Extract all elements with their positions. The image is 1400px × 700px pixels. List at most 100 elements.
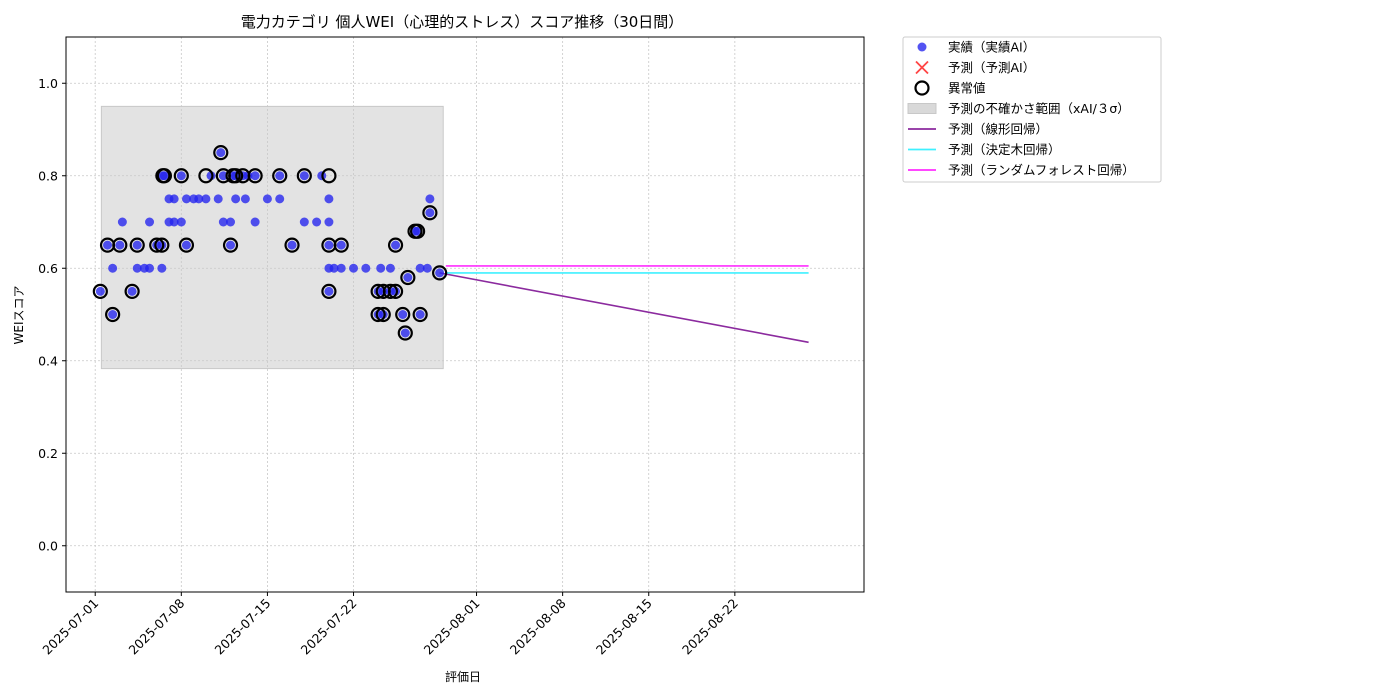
prediction-line-layer	[439, 265, 809, 344]
actual-point	[287, 240, 297, 250]
y-tick-label: 0.0	[38, 538, 58, 553]
anomaly-ring	[129, 237, 145, 253]
actual-point	[324, 194, 334, 204]
y-tick-label: 0.2	[38, 446, 58, 461]
uncertainty-band	[100, 105, 444, 370]
legend-label-uncertainty: 予測の不確かさ範囲（xAI/３σ）	[948, 101, 1130, 116]
actual-point	[435, 268, 445, 278]
actual-point	[324, 286, 334, 296]
y-axis-label: WEIスコア	[12, 286, 26, 345]
anomaly-ring	[247, 168, 263, 184]
actual-point	[415, 263, 425, 273]
actual-point	[117, 217, 127, 227]
actual-point	[216, 148, 226, 158]
x-tick-label: 2025-07-22	[298, 596, 360, 658]
anomaly-ring	[382, 283, 399, 299]
actual-point	[376, 263, 386, 273]
anomaly-ring	[154, 237, 170, 253]
actual-point	[312, 217, 322, 227]
actual-point	[324, 240, 334, 250]
actual-point	[176, 171, 186, 181]
actual-point	[391, 286, 401, 296]
anomaly-ring	[333, 237, 349, 253]
anomaly-ring	[105, 306, 121, 323]
actual-point	[213, 194, 223, 204]
x-tick-label: 2025-07-01	[39, 596, 101, 658]
anomaly-ring	[284, 237, 300, 253]
x-tick-label: 2025-08-01	[421, 596, 483, 658]
actual-point	[226, 217, 236, 227]
actual-point	[159, 171, 169, 181]
x-tick-label: 2025-08-15	[593, 596, 655, 658]
actual-point	[336, 263, 346, 273]
actual-point	[425, 208, 435, 218]
actual-point	[157, 263, 167, 273]
x-tick-label: 2025-08-08	[507, 595, 569, 657]
actual-point	[336, 240, 346, 250]
actual-point	[231, 194, 241, 204]
x-tick-label: 2025-07-08	[125, 595, 187, 657]
anomaly-ring	[387, 283, 404, 299]
y-axis-ticks: 0.0 0.2 0.4 0.6 0.8 1.0	[38, 76, 66, 553]
uncertainty-band-layer	[100, 105, 444, 370]
anomaly-ring	[173, 168, 189, 184]
actual-point	[157, 240, 167, 250]
anomaly-ring-layer	[92, 145, 448, 341]
actual-point	[240, 194, 250, 204]
y-tick-label: 0.6	[38, 261, 58, 276]
actual-point	[250, 217, 260, 227]
actual-point	[422, 263, 432, 273]
anomaly-ring	[412, 306, 428, 323]
anomaly-ring	[321, 283, 337, 299]
actual-point	[108, 310, 118, 319]
actual-point	[385, 263, 395, 273]
anomaly-ring	[112, 237, 128, 253]
legend-ring-icon	[914, 80, 930, 96]
actual-point-layer	[95, 148, 445, 338]
actual-point	[391, 240, 401, 250]
actual-point	[413, 226, 423, 236]
actual-point	[103, 240, 113, 250]
actual-point	[218, 217, 228, 227]
legend-box	[902, 36, 1162, 183]
legend-cross-icon	[915, 60, 929, 75]
legend-dot-icon	[917, 42, 927, 52]
anomaly-ring	[213, 145, 229, 161]
actual-point	[299, 171, 309, 181]
actual-point	[181, 240, 191, 250]
actual-point	[250, 171, 260, 181]
actual-point	[218, 171, 228, 181]
actual-point	[169, 194, 179, 204]
actual-point	[415, 310, 425, 319]
legend-label-linear: 予測（線形回帰）	[948, 122, 1048, 137]
actual-point	[169, 217, 179, 227]
actual-point	[329, 263, 339, 273]
actual-point	[201, 194, 211, 204]
legend-band-icon	[907, 103, 937, 114]
prediction-line-linear	[439, 272, 809, 344]
anomaly-ring	[156, 168, 173, 184]
anomaly-ring	[422, 205, 438, 221]
actual-point	[403, 273, 413, 282]
legend-label-predicted: 予測（予測AI）	[948, 60, 1035, 75]
legend-label-actual: 実績（実績AI）	[948, 40, 1035, 55]
anomaly-ring	[375, 306, 391, 323]
y-tick-label: 0.4	[38, 353, 58, 368]
actual-point	[275, 194, 285, 204]
actual-point	[398, 310, 408, 319]
actual-point	[115, 240, 125, 250]
actual-point	[127, 286, 137, 296]
actual-point	[176, 217, 186, 227]
actual-point	[425, 194, 435, 204]
actual-point	[194, 194, 204, 204]
anomaly-ring	[400, 269, 416, 286]
actual-point	[378, 310, 388, 319]
x-tick-label: 2025-08-22	[679, 596, 741, 658]
actual-point	[275, 171, 285, 181]
actual-point	[108, 263, 118, 273]
anomaly-ring	[409, 223, 426, 239]
actual-point	[349, 263, 359, 273]
x-tick-label: 2025-07-15	[212, 596, 274, 658]
